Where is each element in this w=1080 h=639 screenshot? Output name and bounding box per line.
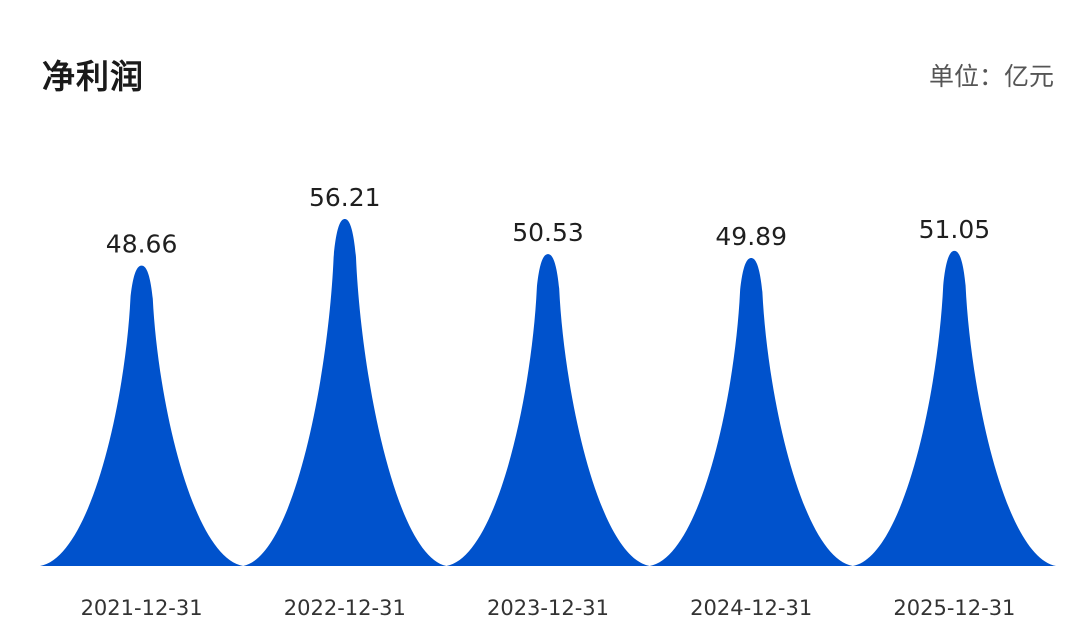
- value-label: 50.53: [512, 218, 584, 247]
- unit-label: 单位：亿元: [928, 62, 1054, 91]
- category-label: 2025-12-31: [893, 596, 1015, 620]
- category-label: 2024-12-31: [690, 596, 812, 620]
- category-label: 2022-12-31: [284, 596, 406, 620]
- value-labels-group: 48.66 56.21 50.53 49.89 51.05: [106, 183, 990, 259]
- value-label: 48.66: [106, 230, 178, 259]
- bar-2021-12-31: [40, 265, 244, 566]
- category-label: 2023-12-31: [487, 596, 609, 620]
- value-label: 56.21: [309, 183, 381, 212]
- bar-2023-12-31: [446, 254, 650, 567]
- category-labels-group: 2021-12-31 2022-12-31 2023-12-31 2024-12-31…: [81, 596, 1016, 620]
- value-label: 49.89: [715, 222, 787, 251]
- chart-title: 净利润: [42, 57, 144, 96]
- bars-group: [40, 219, 1056, 567]
- bar-2024-12-31: [649, 258, 853, 566]
- value-label: 51.05: [919, 215, 991, 244]
- category-label: 2021-12-31: [81, 596, 203, 620]
- bar-2025-12-31: [852, 250, 1056, 566]
- bar-2022-12-31: [243, 219, 447, 566]
